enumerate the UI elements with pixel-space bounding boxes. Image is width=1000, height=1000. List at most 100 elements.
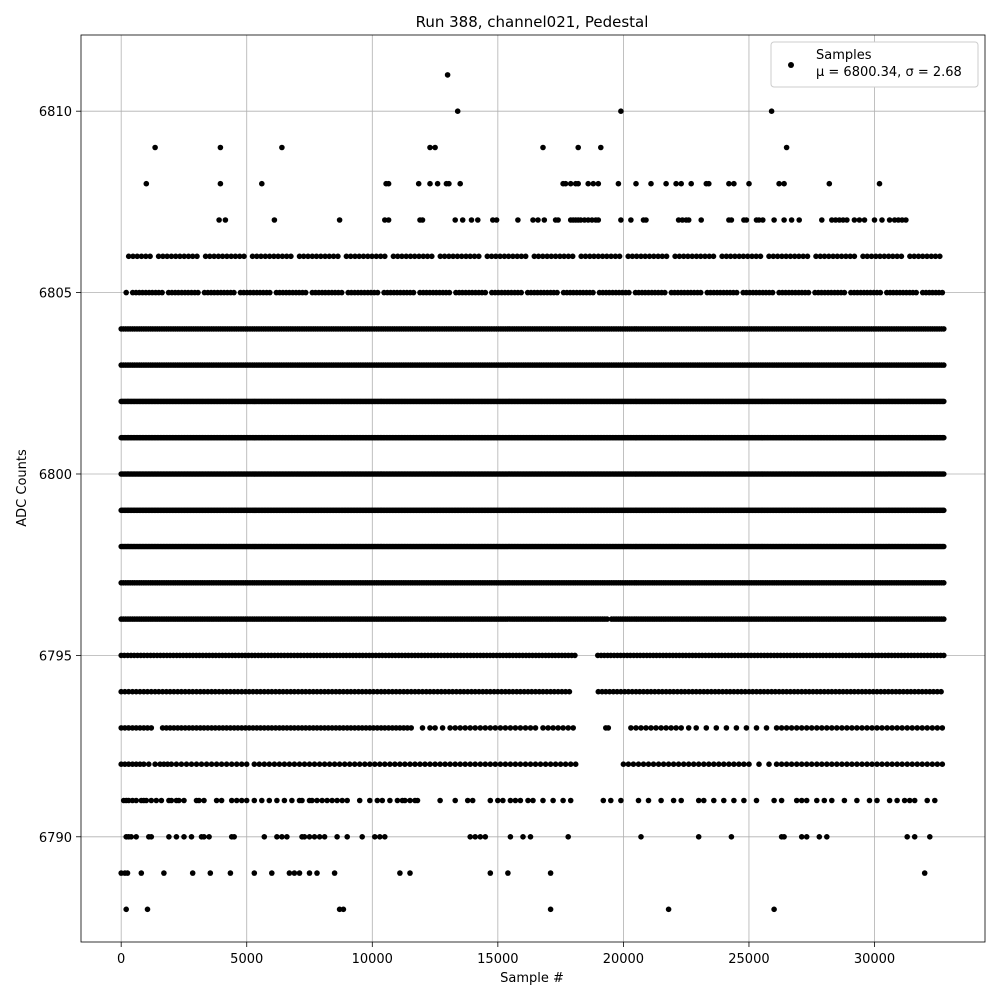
data-point (941, 580, 947, 586)
data-point (547, 906, 554, 913)
data-point (231, 834, 237, 840)
data-point (464, 797, 471, 804)
data-point (697, 289, 704, 296)
data-point (522, 253, 529, 260)
data-point (189, 870, 196, 876)
data-point (259, 797, 265, 804)
data-point (565, 834, 571, 840)
data-point (196, 797, 202, 804)
data-point (781, 834, 787, 840)
data-point (663, 253, 670, 260)
data-point (757, 253, 764, 260)
data-point (590, 289, 596, 296)
data-point (138, 870, 145, 876)
data-point (286, 870, 293, 876)
data-point (824, 834, 830, 840)
data-point (937, 253, 943, 260)
data-point (941, 362, 947, 368)
data-point (159, 289, 165, 296)
data-point (251, 797, 258, 804)
data-point (241, 253, 247, 260)
data-point (452, 797, 459, 804)
data-point (941, 434, 947, 441)
data-point (733, 289, 740, 296)
data-point (572, 652, 578, 659)
data-point (267, 289, 273, 296)
data-point (316, 834, 323, 840)
data-point (201, 797, 207, 804)
data-point (251, 870, 258, 876)
data-point (338, 289, 345, 296)
data-point (321, 834, 328, 840)
data-point (359, 834, 366, 840)
data-point (898, 253, 905, 260)
data-point (206, 834, 212, 840)
data-point (309, 797, 315, 804)
data-point (340, 906, 347, 913)
data-point (123, 289, 129, 296)
data-point (311, 834, 318, 840)
data-point (487, 870, 494, 876)
data-point (243, 797, 250, 804)
data-point (319, 797, 325, 804)
data-point (626, 289, 632, 296)
data-point (133, 834, 139, 840)
data-point (269, 870, 275, 876)
data-point (500, 797, 506, 804)
data-point (374, 289, 381, 296)
data-point (284, 834, 290, 840)
data-point (804, 253, 811, 260)
data-point (329, 797, 335, 804)
data-point (941, 326, 947, 332)
data-point (188, 834, 195, 840)
data-point (695, 834, 702, 840)
data-point (941, 543, 947, 550)
data-point (569, 253, 576, 260)
data-point (377, 834, 383, 840)
data-point (904, 834, 910, 840)
data-point (518, 289, 524, 296)
data-point (665, 906, 672, 913)
data-point (279, 834, 285, 840)
data-point (482, 289, 489, 296)
data-point (181, 834, 187, 840)
data-point (803, 834, 810, 840)
data-point (372, 834, 378, 840)
data-point (123, 906, 129, 913)
data-point (446, 289, 453, 296)
data-point (469, 797, 476, 804)
data-point (410, 289, 417, 296)
data-point (195, 289, 201, 296)
data-point (128, 834, 134, 840)
data-point (334, 834, 340, 840)
data-point (266, 797, 273, 804)
data-point (147, 253, 153, 260)
chart-title: Run 388, channel021, Pedestal (416, 13, 649, 31)
data-point (324, 797, 330, 804)
data-point (168, 797, 175, 804)
data-point (233, 797, 240, 804)
data-point (238, 797, 245, 804)
data-point (194, 253, 200, 260)
data-point (927, 834, 933, 840)
data-point (487, 797, 494, 804)
data-point (382, 253, 388, 260)
data-point (261, 834, 268, 840)
data-point (407, 797, 413, 804)
data-point (161, 870, 167, 876)
data-point (467, 834, 474, 840)
data-point (921, 870, 928, 876)
data-point (158, 797, 165, 804)
data-point (344, 834, 351, 840)
data-point (851, 253, 858, 260)
data-point (306, 870, 313, 876)
data-point (911, 834, 918, 840)
data-point (495, 797, 501, 804)
data-point (124, 870, 131, 876)
data-point (335, 253, 341, 260)
data-point (306, 834, 313, 840)
data-point (507, 834, 514, 840)
data-point (213, 797, 220, 804)
